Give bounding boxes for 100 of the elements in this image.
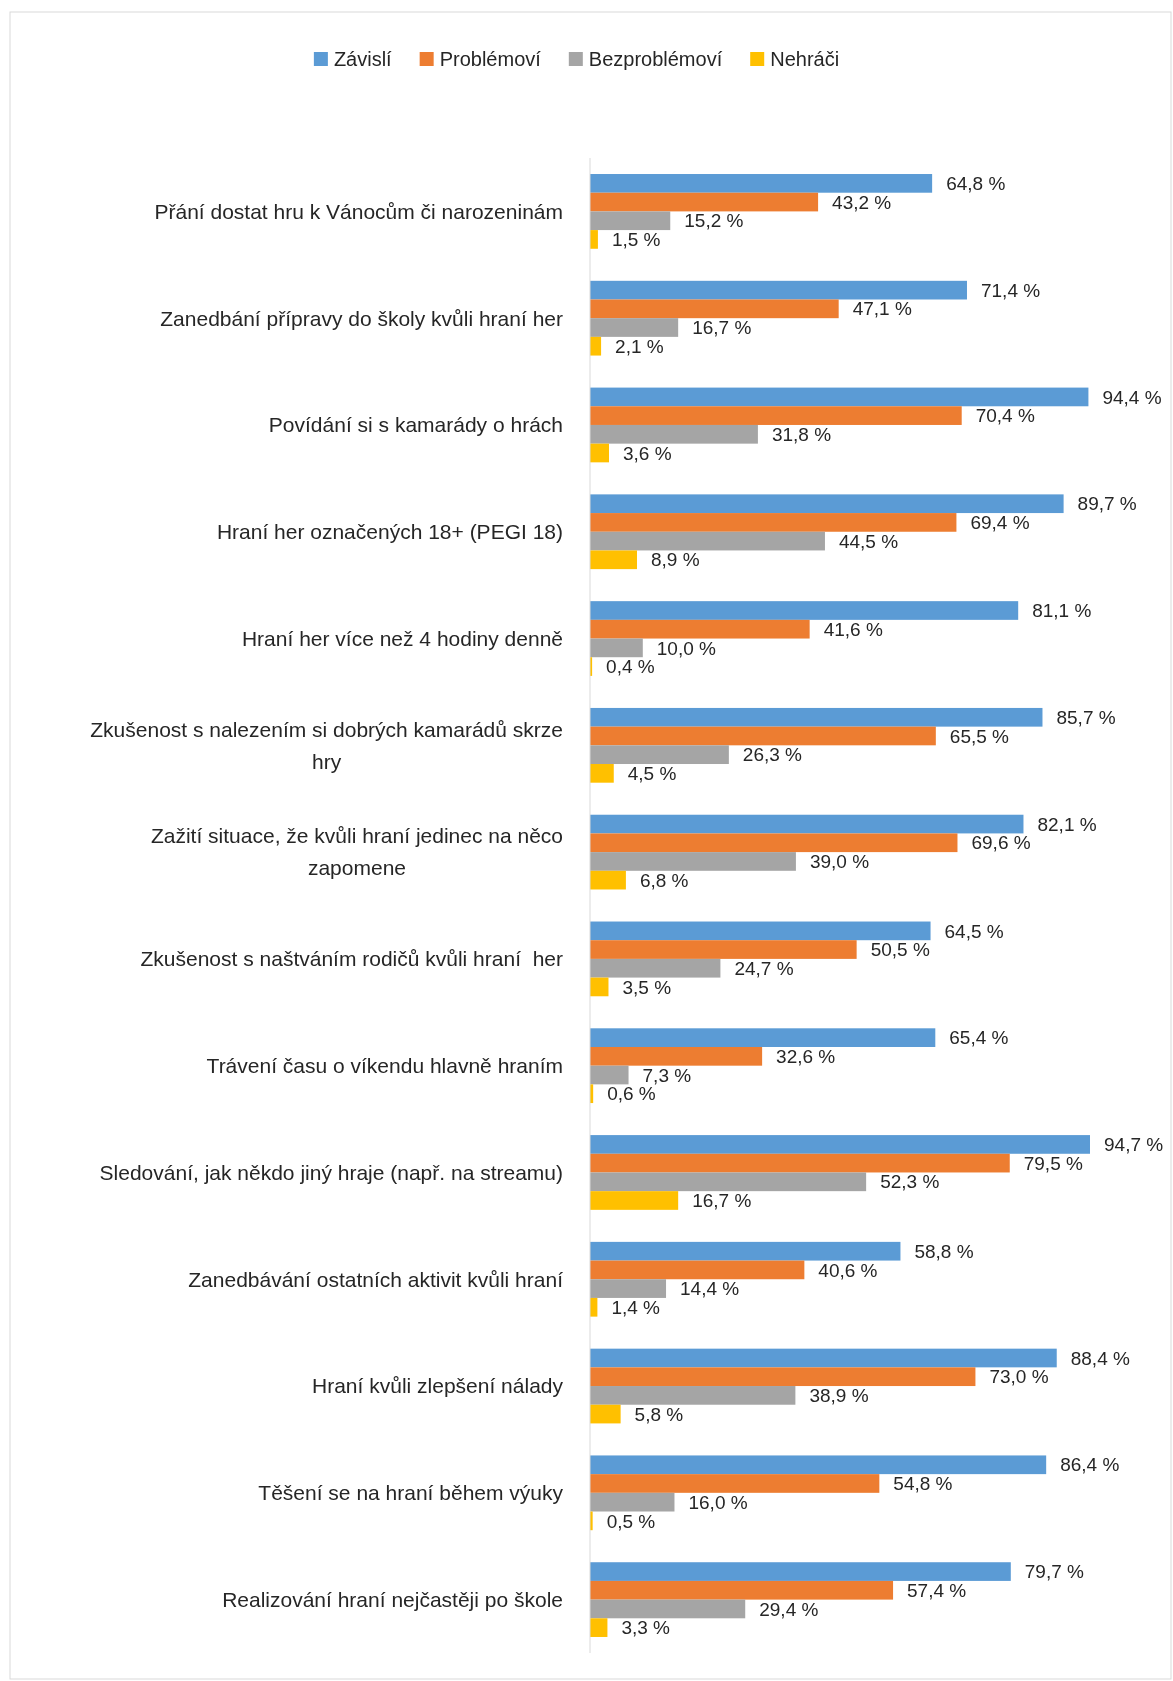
bar xyxy=(590,1279,667,1298)
bar xyxy=(590,1618,608,1637)
data-label: 44,5 % xyxy=(838,530,899,552)
data-label: 5,8 % xyxy=(634,1403,684,1425)
bar xyxy=(590,870,626,890)
data-label: 88,4 % xyxy=(1070,1347,1130,1369)
legend-label: Bezproblémoví xyxy=(588,48,723,70)
bar xyxy=(590,230,598,249)
data-label: 81,1 % xyxy=(1032,600,1092,622)
y-tick-label: Realizování hraní nejčastěji po škole xyxy=(222,1587,563,1611)
bar xyxy=(590,1028,936,1047)
bar xyxy=(590,1492,675,1512)
bar xyxy=(590,443,610,463)
bar xyxy=(590,1599,746,1619)
data-label: 71,4 % xyxy=(980,279,1041,301)
bar xyxy=(590,1455,1047,1475)
data-label: 70,4 % xyxy=(975,405,1035,427)
data-label: 16,0 % xyxy=(688,1491,748,1513)
data-label: 14,4 % xyxy=(680,1278,740,1300)
bar xyxy=(590,1367,976,1387)
bar xyxy=(590,1135,1090,1154)
data-label: 1,4 % xyxy=(611,1296,661,1318)
bar xyxy=(590,1153,1010,1173)
data-label: 94,4 % xyxy=(1102,386,1162,408)
data-label: 73,0 % xyxy=(989,1366,1049,1388)
data-label: 57,4 % xyxy=(907,1579,967,1601)
data-label: 69,6 % xyxy=(971,832,1031,854)
data-label: 40,6 % xyxy=(818,1259,878,1281)
y-tick-label: Zanedbávání ostatních aktivit kvůli hraní xyxy=(188,1267,564,1291)
data-label: 16,7 % xyxy=(692,317,752,339)
y-tick-label: Hraní her více než 4 hodiny denně xyxy=(241,626,563,650)
bar xyxy=(590,619,810,639)
data-label: 0,5 % xyxy=(606,1510,656,1532)
legend-label: Nehráči xyxy=(770,48,840,70)
legend-label: Problémoví xyxy=(439,48,542,70)
y-tick-label: Hraní her označených 18+ (PEGI 18) xyxy=(216,520,563,544)
data-label: 10,0 % xyxy=(656,637,717,659)
bar xyxy=(590,601,1019,620)
data-label: 15,2 % xyxy=(684,210,744,232)
data-label: 86,4 % xyxy=(1060,1454,1120,1476)
data-label: 94,7 % xyxy=(1104,1134,1164,1156)
data-label: 0,6 % xyxy=(607,1083,656,1105)
bar xyxy=(590,764,614,783)
data-label: 32,6 % xyxy=(776,1045,836,1067)
bar xyxy=(590,940,857,959)
data-label: 24,7 % xyxy=(734,957,794,979)
bar xyxy=(590,1404,621,1424)
bar xyxy=(590,280,967,300)
bar xyxy=(590,336,602,356)
bar xyxy=(590,1386,796,1405)
bar xyxy=(590,1260,805,1280)
bar xyxy=(590,192,819,212)
bar xyxy=(590,1241,901,1261)
y-tick-label: Zanedbání přípravy do školy kvůli hraní her xyxy=(160,306,563,330)
bar xyxy=(590,513,957,532)
data-label: 89,7 % xyxy=(1077,493,1137,515)
data-label: 79,7 % xyxy=(1024,1561,1085,1583)
bar xyxy=(590,387,1089,407)
bar xyxy=(590,211,671,231)
bar xyxy=(590,494,1064,514)
y-tick-label: Zažití situace, že kvůli hraní jedinec na něco zapomene xyxy=(150,824,563,880)
data-label: 31,8 % xyxy=(771,423,832,445)
data-label: 47,1 % xyxy=(852,298,912,320)
bar xyxy=(590,726,936,746)
data-label: 64,8 % xyxy=(946,173,1006,195)
bar xyxy=(590,1580,894,1600)
bar xyxy=(590,833,958,853)
data-label: 65,4 % xyxy=(949,1027,1009,1049)
data-label: 1,5 % xyxy=(611,229,661,251)
data-label: 52,3 % xyxy=(880,1171,940,1193)
bar xyxy=(590,531,825,551)
bar xyxy=(590,1562,1011,1581)
data-label: 38,9 % xyxy=(809,1385,869,1407)
bar xyxy=(590,1172,867,1192)
y-tick-label: Těšení se na hraní během výuky xyxy=(258,1481,564,1505)
y-tick-label: Zkušenost s naštváním rodičů kvůli hraní her xyxy=(140,947,563,971)
data-label: 64,5 % xyxy=(944,920,1004,942)
data-label: 2,1 % xyxy=(615,335,664,357)
data-label: 29,4 % xyxy=(759,1598,819,1620)
bar xyxy=(590,745,729,765)
y-tick-label: Trávení času o víkendu hlavně hraním xyxy=(206,1054,563,1078)
data-label: 43,2 % xyxy=(832,191,892,213)
bar xyxy=(590,707,1043,727)
data-label: 3,6 % xyxy=(623,442,672,464)
y-tick-label: Sledování, jak někdo jiný hraje (např. na streamu) xyxy=(99,1160,563,1184)
bar xyxy=(590,406,962,425)
data-label: 54,8 % xyxy=(893,1473,953,1495)
data-label: 4,5 % xyxy=(627,763,677,784)
data-label: 79,5 % xyxy=(1023,1152,1083,1174)
data-label: 16,7 % xyxy=(692,1190,752,1212)
data-label: 85,7 % xyxy=(1056,706,1116,728)
bar xyxy=(590,852,796,871)
y-tick-label: Zkušenost s nalezením si dobrých kamarádů skrze hry xyxy=(90,717,564,773)
data-label: 65,5 % xyxy=(949,725,1010,747)
bar xyxy=(590,1191,679,1210)
data-label: 7,3 % xyxy=(642,1064,692,1086)
data-label: 8,9 % xyxy=(650,549,700,571)
bar xyxy=(590,1474,880,1493)
data-label: 3,5 % xyxy=(622,976,672,998)
data-label: 41,6 % xyxy=(823,618,883,640)
